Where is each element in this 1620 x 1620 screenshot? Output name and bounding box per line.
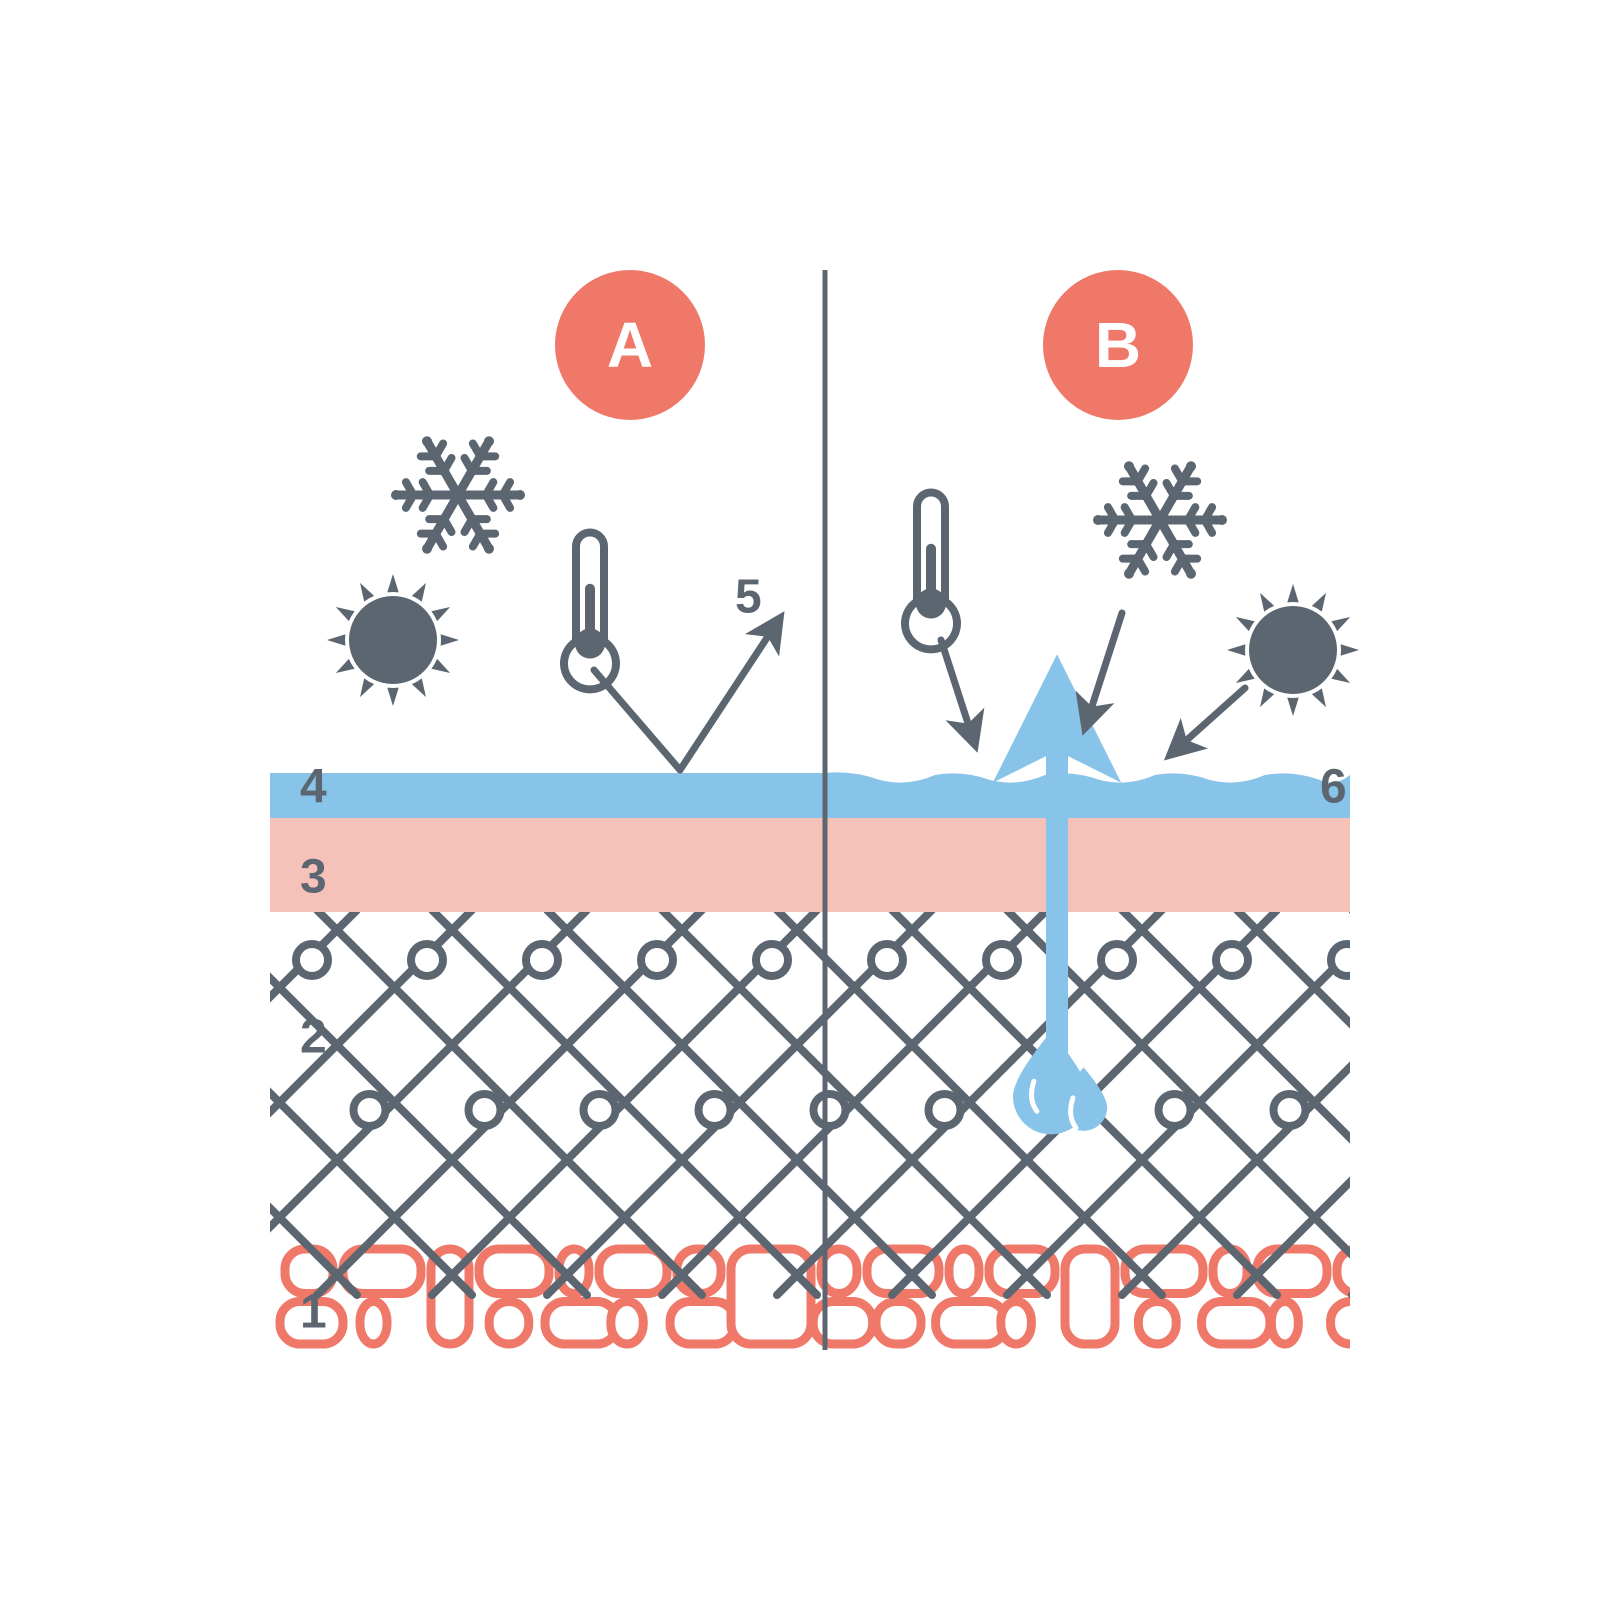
layer-1-cells [280,1249,1465,1344]
sun-icon [327,574,459,706]
label-2: 2 [300,1011,327,1064]
label-3: 3 [300,851,327,904]
layer-3-pink [270,818,1350,912]
layer-2-mesh [0,910,1620,1295]
sun-icon [1227,584,1359,716]
snowflake-icon [391,436,525,553]
label-1: 1 [300,1286,327,1339]
badge-A: A [555,270,705,420]
badge-B: B [1043,270,1193,420]
arrows [594,613,1245,770]
label-4: 4 [300,761,327,814]
thermometer-icon [564,533,616,690]
badge-label: B [1095,309,1141,381]
snowflake-icon [1093,461,1227,578]
badge-label: A [607,309,653,381]
label-5: 5 [735,571,762,624]
layer-4-blue [270,772,1350,818]
label-6: 6 [1320,761,1347,814]
thermometer-icon [905,493,957,650]
